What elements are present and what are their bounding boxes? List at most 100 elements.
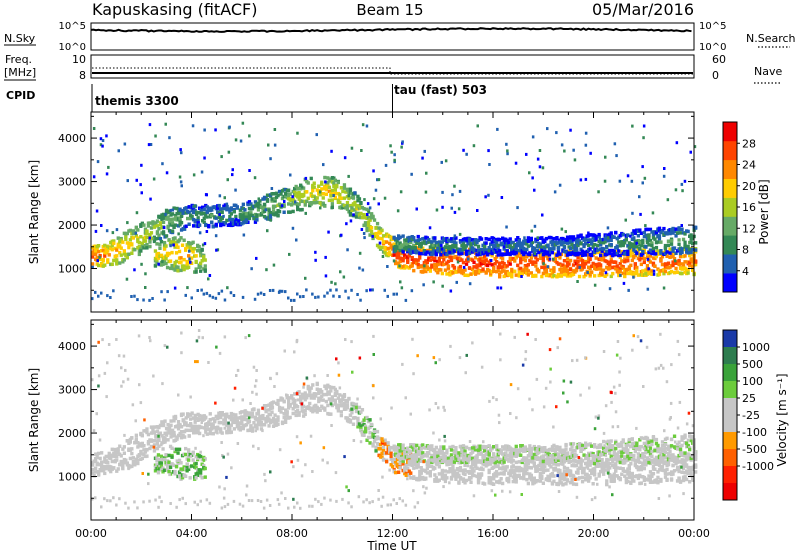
velocity-cell bbox=[116, 467, 120, 471]
power-cell bbox=[101, 248, 105, 253]
power-cell bbox=[629, 254, 633, 258]
power-scatter-cell bbox=[152, 177, 156, 181]
power-scatter-cell bbox=[674, 188, 678, 192]
velocity-cell bbox=[694, 470, 698, 474]
velocity-cell bbox=[258, 415, 262, 420]
velocity-cell bbox=[588, 476, 592, 480]
power-cell bbox=[568, 267, 573, 272]
power-cell bbox=[327, 185, 331, 190]
power-cell bbox=[629, 242, 633, 246]
power-scatter-cell bbox=[453, 210, 457, 214]
velocity-cell bbox=[372, 439, 377, 444]
noise-right-tick-top: 10^5 bbox=[699, 21, 726, 32]
power-cell bbox=[484, 248, 488, 252]
power-cell bbox=[621, 266, 625, 270]
velocity-cell bbox=[469, 480, 473, 484]
velocity-cell bbox=[648, 477, 653, 481]
power-cell bbox=[265, 193, 270, 197]
power-scatter-cell bbox=[440, 247, 444, 251]
power-scatter-cell bbox=[200, 288, 203, 292]
power-scatter-cell bbox=[449, 289, 453, 293]
power-cell bbox=[288, 192, 292, 196]
power-cell bbox=[311, 188, 315, 193]
power-cell bbox=[185, 259, 189, 264]
velocity-cell bbox=[324, 386, 328, 391]
power-cell bbox=[618, 269, 622, 274]
velocity-cell bbox=[342, 401, 347, 406]
date-title: 05/Mar/2016 bbox=[592, 0, 694, 19]
velocity-cell bbox=[492, 465, 496, 470]
velocity-cell bbox=[395, 457, 399, 462]
velocity-cell bbox=[268, 412, 273, 417]
velocity-cell bbox=[264, 409, 268, 414]
power-cell bbox=[501, 265, 505, 269]
power-colorbar-segment bbox=[723, 254, 737, 274]
power-clutter-cell bbox=[305, 288, 308, 292]
velocity-cell bbox=[404, 471, 408, 476]
velocity-cell bbox=[591, 482, 595, 486]
power-scatter-cell bbox=[396, 209, 400, 213]
velocity-cell bbox=[155, 446, 160, 451]
velocity-cell bbox=[160, 420, 164, 424]
power-cell bbox=[145, 235, 149, 240]
velocity-cell bbox=[428, 474, 432, 478]
power-cell bbox=[119, 253, 123, 257]
power-cell bbox=[170, 229, 175, 233]
power-cell bbox=[178, 217, 182, 221]
velocity-cell bbox=[487, 468, 491, 473]
power-cell bbox=[660, 229, 665, 233]
velocity-cell bbox=[181, 412, 185, 416]
power-cell bbox=[145, 231, 149, 236]
power-cell bbox=[433, 256, 437, 260]
velocity-cell bbox=[357, 405, 362, 410]
power-cell bbox=[442, 250, 446, 254]
velocity-cell bbox=[359, 410, 363, 414]
power-cell bbox=[605, 272, 609, 277]
power-cell bbox=[440, 240, 444, 244]
power-cell bbox=[197, 248, 201, 253]
power-cell bbox=[188, 245, 192, 249]
power-cell bbox=[416, 258, 420, 262]
power-cell bbox=[618, 255, 622, 259]
power-scatter-cell bbox=[629, 234, 632, 238]
power-cell bbox=[467, 240, 472, 244]
velocity-cell bbox=[262, 423, 267, 427]
power-cell bbox=[330, 202, 334, 206]
power-cell bbox=[636, 234, 640, 238]
power-cell bbox=[540, 265, 544, 270]
velocity-cell bbox=[508, 473, 512, 478]
velocity-cell bbox=[550, 471, 555, 476]
power-scatter-cell bbox=[96, 259, 99, 263]
power-colorbar-segment bbox=[723, 140, 737, 161]
velocity-cell bbox=[163, 437, 167, 441]
velocity-cell bbox=[285, 413, 289, 418]
power-cell bbox=[372, 218, 377, 222]
power-cell bbox=[158, 242, 162, 247]
power-cell bbox=[122, 258, 126, 262]
power-cell bbox=[267, 208, 271, 212]
power-cell bbox=[406, 258, 410, 262]
power-cell bbox=[157, 227, 161, 231]
power-colorbar-tick-label: 12 bbox=[742, 222, 756, 235]
velocity-cell bbox=[558, 479, 562, 483]
velocity-cell bbox=[351, 422, 356, 426]
power-scatter-cell bbox=[441, 205, 444, 209]
power-cell bbox=[273, 213, 277, 217]
power-scatter-cell bbox=[377, 178, 381, 182]
power-cell bbox=[624, 236, 628, 240]
velocity-cell bbox=[428, 471, 432, 475]
velocity-cell bbox=[122, 451, 126, 455]
power-cell bbox=[677, 258, 681, 263]
velocity-cell bbox=[633, 462, 637, 466]
power-cell bbox=[683, 232, 687, 236]
power-cell bbox=[605, 252, 609, 257]
power-scatter-cell bbox=[324, 180, 327, 184]
power-scatter-cell bbox=[420, 245, 423, 249]
velocity-cell bbox=[157, 425, 161, 430]
power-cell bbox=[587, 260, 591, 264]
velocity-cell bbox=[541, 463, 545, 467]
power-cell bbox=[681, 263, 686, 268]
velocity-cell bbox=[427, 464, 431, 469]
power-scatter-cell bbox=[296, 131, 299, 135]
power-cell bbox=[579, 264, 583, 268]
